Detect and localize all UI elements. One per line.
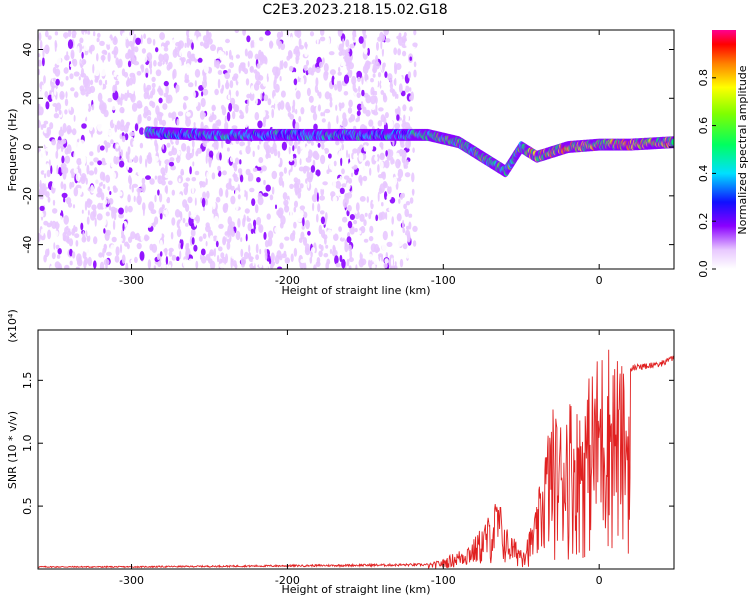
colorbar-tick-label: 0.8	[697, 69, 710, 87]
spectrogram-xtick-label: 0	[596, 274, 603, 287]
snr-ylabel: SNR (10 * v/v)	[6, 411, 19, 489]
spectrogram-ytick-label: 40	[21, 43, 34, 57]
colorbar-gradient	[712, 30, 736, 269]
spectrogram-xlabel: Height of straight line (km)	[281, 284, 430, 297]
colorbar-label: Normalized spectral amplitude	[736, 65, 749, 234]
snr-ticks: -300 -200 -100 0 1.5 1.0 0.5	[21, 330, 674, 587]
spectrogram-ytick-label: -20	[21, 187, 34, 205]
snr-xlabel: Height of straight line (km)	[281, 583, 430, 596]
spectrogram-xtick-label: -200	[275, 274, 300, 287]
colorbar-tick-label: 0.2	[697, 212, 710, 230]
spectrogram-ticks: -300 -200 -100 0 40 20 0 -20 -40	[21, 30, 674, 287]
snr-ytick-label: 1.5	[21, 372, 34, 390]
spectrogram-ytick-label: 0	[21, 144, 34, 151]
snr-panel: -300 -200 -100 0 1.5 1.0 0.5 Height of straigh…	[6, 309, 675, 596]
colorbar-tick-label: 0.4	[697, 165, 710, 183]
colorbar-tick-label: 0.6	[697, 117, 710, 135]
spectrogram-ytick-label: -40	[21, 236, 34, 254]
colorbar-ticks: 0.0 0.2 0.4 0.6 0.8	[697, 69, 716, 278]
snr-ytick-label: 1.0	[21, 434, 34, 452]
spectrogram-ytick-label: 20	[21, 91, 34, 105]
snr-xtick-label: -300	[119, 574, 144, 587]
spectrogram-ylabel: Frequency (Hz)	[6, 109, 19, 192]
page-title: C2E3.2023.218.15.02.G18	[262, 2, 448, 18]
colorbar: 0.0 0.2 0.4 0.6 0.8 Normalized spectral ampl…	[697, 30, 749, 278]
snr-xtick-label: 0	[596, 574, 603, 587]
spectrogram-heatmap	[38, 30, 674, 269]
snr-frame	[37, 329, 675, 570]
snr-xtick-label: -100	[431, 574, 456, 587]
colorbar-tick-label: 0.0	[697, 260, 710, 278]
snr-series-line	[38, 349, 674, 569]
spectrogram-panel: -300 -200 -100 0 40 20 0 -20 -40 Height of strai…	[6, 29, 675, 297]
snr-scale-label: (x10⁴)	[6, 309, 19, 343]
spectrogram-xtick-label: -100	[431, 274, 456, 287]
spectrogram-xtick-label: -300	[119, 274, 144, 287]
snr-ytick-label: 0.5	[21, 497, 34, 514]
snr-xtick-label: -200	[275, 574, 300, 587]
spectrogram-frame	[37, 29, 675, 270]
